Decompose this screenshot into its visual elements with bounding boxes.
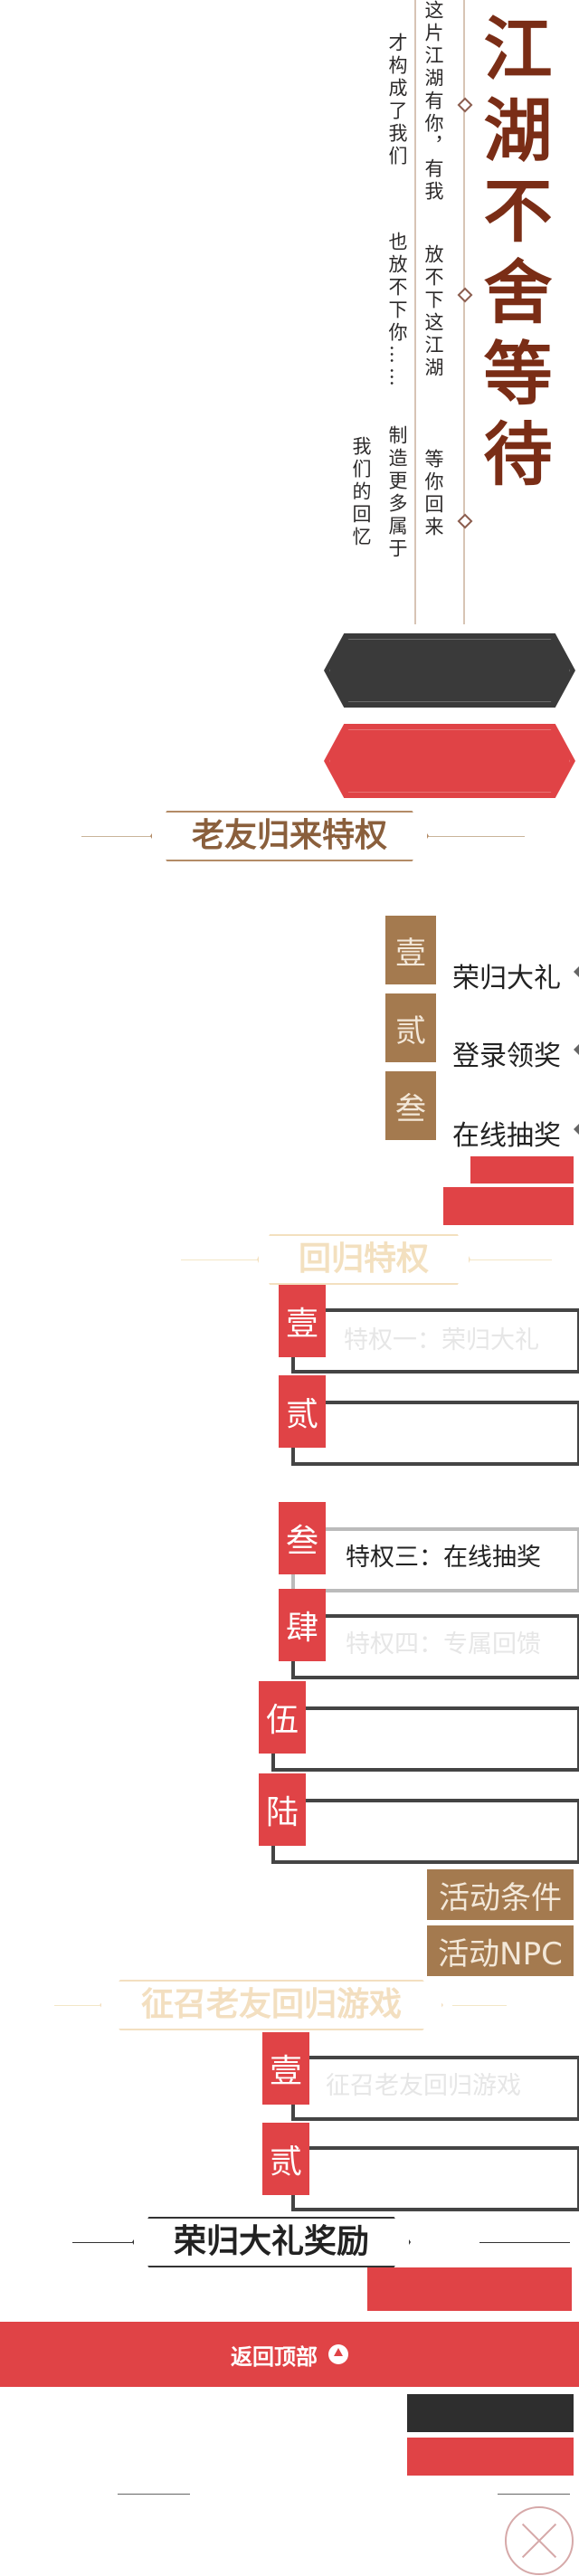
hero-title: 江 湖 不 舍 等 待 [466,9,570,496]
title-line-right [452,2005,507,2006]
hero-title-char: 待 [483,414,553,496]
privilege-row-box[interactable] [291,1308,579,1374]
privilege-row-num: 伍 [259,1681,306,1754]
section-title-pill: 荣归大礼奖励 [131,2217,411,2267]
title-line-left [181,1259,262,1260]
section-title: 老友归来特权 [0,811,579,861]
hero-banner-red[interactable] [324,724,575,798]
section-title-pill: 老友归来特权 [149,811,429,861]
section-title: 荣归大礼奖励 [0,2217,579,2267]
arrow-up-icon [328,2344,348,2364]
privilege-row-num: 陆 [259,1773,306,1846]
recall-row-num: 贰 [262,2123,309,2195]
title-line-left [81,836,190,837]
activity-conditions[interactable]: 活动条件 [427,1869,574,1920]
privilege-row-box[interactable] [271,1799,579,1864]
hero-title-char: 不 [483,171,553,252]
section-title-pill: 征召老友回归游戏 [99,1980,443,2030]
footer-bar-red[interactable] [407,2438,574,2476]
hero-diamond [457,513,473,529]
privilege-label[interactable]: 在线抽奖 [452,1120,561,1152]
hero-title-char: 舍 [483,252,553,334]
poem-line: 才构成了我们 [386,33,408,168]
section-title-text: 荣归大礼奖励 [173,2223,369,2260]
back-to-top-label: 返回顶部 [231,2343,318,2370]
close-icon[interactable] [505,2506,574,2575]
red-bar[interactable] [470,1156,574,1183]
recall-row-box[interactable] [291,2146,579,2211]
privilege-num: 叁 [385,1071,436,1140]
poem-line: 制造更多属于 [386,425,408,561]
recall-row-text: 征召老友回归游戏 [326,2072,521,2100]
section-title: 回归特权 [0,1234,579,1285]
hero-title-char: 江 [483,9,553,90]
back-to-top-button[interactable]: 返回顶部 [0,2322,579,2387]
hero-divider-left [414,0,416,624]
chevron-left-icon [574,1044,579,1055]
privilege-row-box[interactable] [291,1401,579,1466]
footer-line [118,2494,190,2495]
chevron-left-icon [574,966,579,977]
privilege-row-box[interactable] [271,1706,579,1772]
privilege-row-num: 肆 [279,1589,326,1661]
poem-line: 等你回来 [422,449,444,539]
red-bar[interactable] [443,1187,574,1225]
privilege-row-text: 特权三：在线抽奖 [346,1544,541,1572]
privilege-row-box[interactable] [291,1614,579,1679]
privilege-num: 贰 [385,993,436,1062]
recall-row-box[interactable] [291,2056,579,2121]
chevron-left-icon [574,1124,579,1135]
privilege-row-num: 壹 [279,1285,326,1357]
privilege-row-text: 特权四：专属回馈 [346,1630,541,1659]
section-title-text: 回归特权 [298,1240,429,1278]
footer-line [498,2494,570,2495]
section-title-pill: 回归特权 [256,1234,470,1285]
poem-line: 放不下这江湖 [422,244,444,380]
poem-line: 我们的回忆 [350,436,372,549]
hero-title-char: 等 [483,333,553,414]
hero-divider-right [463,0,465,624]
hero-title-char: 湖 [483,90,553,171]
footer-bar-dark[interactable] [407,2394,574,2432]
poem-line: 这片江湖有你，有我 [422,0,444,204]
privilege-row-text: 特权一：荣归大礼 [344,1326,539,1355]
poem-line: 也放不下你…… [386,232,408,390]
title-line-left [54,2005,145,2006]
privilege-label[interactable]: 荣归大礼 [452,963,561,994]
reward-bar[interactable] [367,2267,572,2311]
privilege-num: 壹 [385,916,436,984]
privilege-row-num: 叁 [279,1502,326,1574]
title-line-right [479,2242,570,2243]
hero-banner-dark[interactable] [324,633,575,708]
recall-row-num: 壹 [262,2032,309,2105]
title-line-right [470,1259,552,1260]
section-title-text: 老友归来特权 [191,817,387,854]
section-title-text: 征召老友回归游戏 [140,1986,402,2023]
privilege-row-num: 贰 [279,1375,326,1448]
section-title: 征召老友回归游戏 [0,1980,579,2030]
title-line-left [72,2242,181,2243]
privilege-label[interactable]: 登录领奖 [452,1041,561,1072]
activity-npc[interactable]: 活动NPC [427,1925,574,1976]
title-line-right [389,836,525,837]
